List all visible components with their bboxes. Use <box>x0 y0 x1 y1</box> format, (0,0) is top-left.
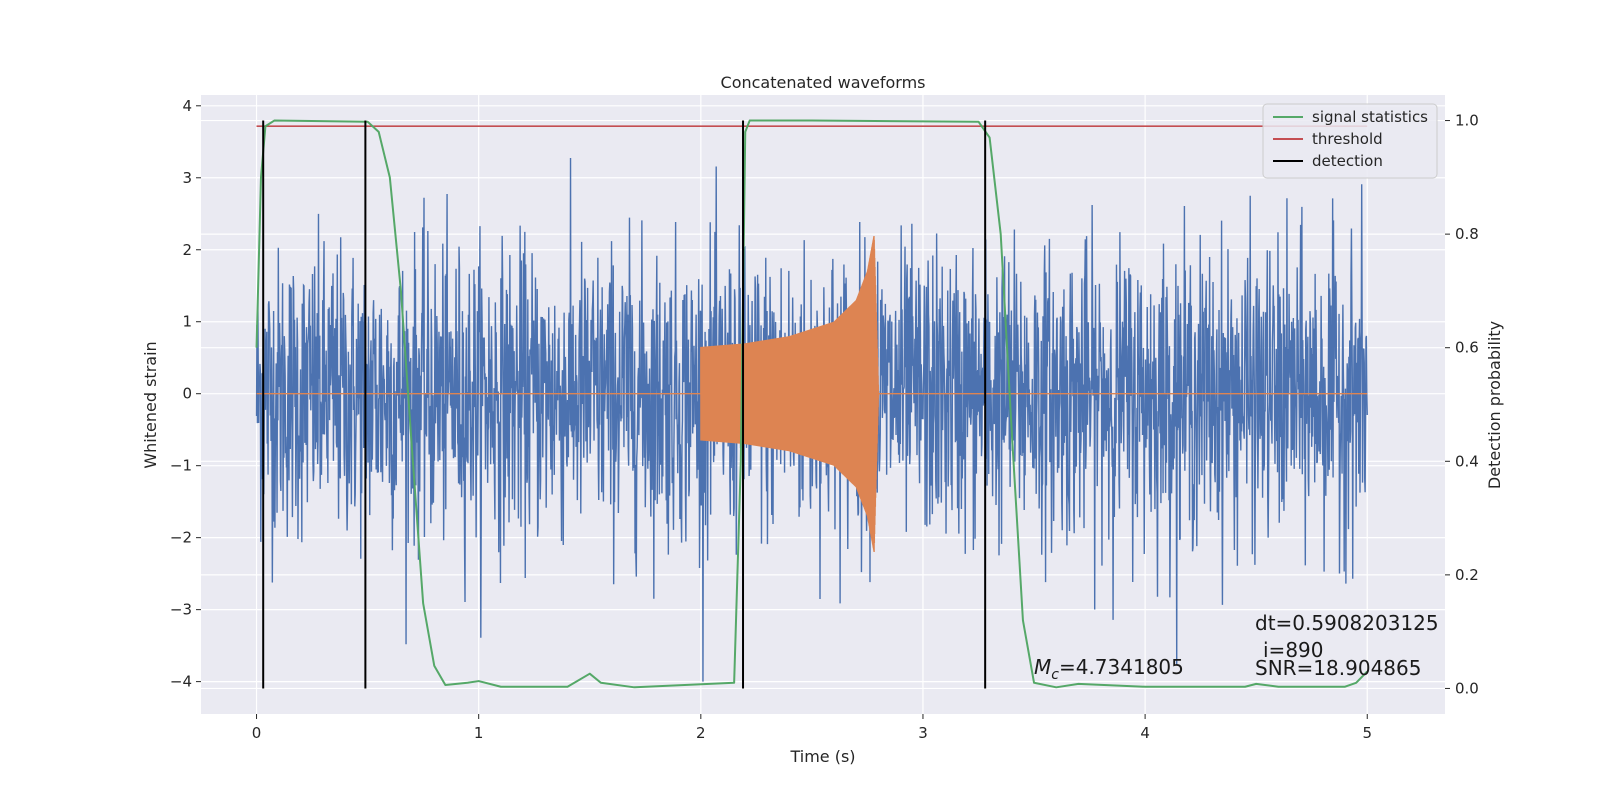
y2-tick-label: 0.6 <box>1455 339 1479 357</box>
legend-box <box>1262 103 1438 179</box>
chirp-mass-symbol: M <box>1034 655 1051 679</box>
chirp-mass-annotation: Mc=4.7341805 <box>1034 655 1184 683</box>
y2-axis-label: Detection probability <box>1485 321 1504 489</box>
snr-annotation: SNR=18.904865 <box>1255 656 1421 680</box>
x-axis-label: Time (s) <box>789 747 855 766</box>
legend-label-signal-statistics: signal statistics <box>1312 108 1428 126</box>
legend-label-threshold: threshold <box>1312 130 1383 148</box>
dt-annotation: dt=0.5908203125 <box>1255 611 1439 635</box>
x-tick-label: 2 <box>696 724 706 742</box>
y-tick-label: −1 <box>170 457 192 475</box>
x-tick-label: 4 <box>1140 724 1150 742</box>
x-tick-label: 1 <box>474 724 484 742</box>
y-tick-label: −3 <box>170 601 192 619</box>
ticks: 0 1 2 3 4 5 −4 −3 −2 −1 0 1 2 3 4 0.0 0.2 0.4 0.6 0.8 1.0 <box>170 97 1479 742</box>
y2-tick-label: 0.4 <box>1455 452 1479 470</box>
x-tick-label: 3 <box>918 724 928 742</box>
y2-tick-label: 0.0 <box>1455 679 1479 697</box>
y-tick-label: −2 <box>170 529 192 547</box>
y-tick-label: 4 <box>182 97 192 115</box>
chart-title: Concatenated waveforms <box>721 73 926 92</box>
series-layer <box>255 119 1368 689</box>
y2-tick-label: 0.8 <box>1455 225 1479 243</box>
y-tick-label: −4 <box>170 673 192 691</box>
x-tick-label: 5 <box>1362 724 1372 742</box>
y-tick-label: 2 <box>182 241 192 259</box>
x-tick-label: 0 <box>252 724 262 742</box>
y-axis-label: Whitened strain <box>141 341 160 468</box>
y-tick-label: 3 <box>182 169 192 187</box>
series-injected-waveform-line <box>256 236 1368 553</box>
annotations: Mc=4.7341805 dt=0.5908203125 i=890 SNR=1… <box>1034 611 1439 683</box>
legend-label-detection: detection <box>1312 152 1383 170</box>
y2-tick-label: 1.0 <box>1455 112 1479 130</box>
y-tick-label: 1 <box>182 313 192 331</box>
legend: signal statistics threshold detection <box>1262 103 1438 179</box>
y2-tick-label: 0.2 <box>1455 566 1479 584</box>
y-tick-label: 0 <box>182 385 192 403</box>
series-signal-statistics-line <box>255 119 1368 689</box>
chirp-mass-subscript: c <box>1051 667 1059 683</box>
index-annotation: i=890 <box>1263 638 1324 662</box>
chirp-mass-value: =4.7341805 <box>1059 655 1184 679</box>
